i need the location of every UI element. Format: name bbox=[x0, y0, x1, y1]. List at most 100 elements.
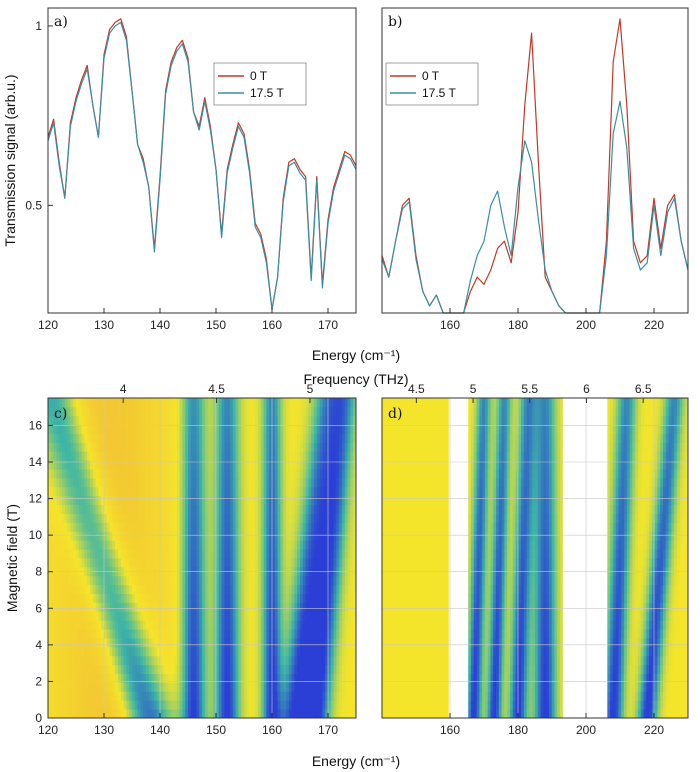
heatmap-cell bbox=[657, 700, 661, 710]
heatmap-cell bbox=[202, 602, 206, 612]
heatmap-cell bbox=[629, 709, 633, 719]
heatmap-cell bbox=[165, 460, 169, 470]
heatmap-cell bbox=[344, 584, 348, 594]
heatmap-cell bbox=[252, 638, 256, 648]
heatmap-cell bbox=[224, 638, 228, 648]
heatmap-cell bbox=[308, 638, 312, 648]
heatmap-cell bbox=[523, 646, 528, 657]
heatmap-cell bbox=[457, 700, 461, 710]
heatmap-cell bbox=[432, 691, 436, 701]
heatmap-cell bbox=[126, 638, 130, 648]
heatmap-cell bbox=[515, 655, 519, 666]
heatmap-cell bbox=[221, 513, 225, 523]
heatmap-cell bbox=[350, 513, 354, 523]
heatmap-cell bbox=[227, 629, 231, 639]
heatmap-cell bbox=[498, 709, 503, 719]
heatmap-cell bbox=[333, 460, 337, 470]
heatmap-cell bbox=[353, 522, 357, 532]
heatmap-cell bbox=[579, 664, 583, 674]
heatmap-cell bbox=[330, 620, 334, 630]
heatmap-cell bbox=[543, 664, 547, 674]
heatmap-cell bbox=[297, 682, 301, 692]
heatmap-cell bbox=[523, 655, 528, 666]
heatmap-cell bbox=[429, 673, 433, 683]
heatmap-cell bbox=[224, 469, 228, 479]
heatmap-cell bbox=[258, 593, 262, 603]
heatmap-cell bbox=[274, 513, 278, 523]
heatmap-cell bbox=[95, 504, 99, 514]
heatmap-cell bbox=[336, 691, 340, 701]
heatmap-cell bbox=[448, 682, 452, 692]
heatmap-cell bbox=[120, 531, 124, 541]
heatmap-cell bbox=[249, 638, 253, 648]
heatmap-cell bbox=[272, 451, 276, 461]
heatmap-cell bbox=[300, 540, 304, 550]
heatmap-cell bbox=[70, 504, 74, 514]
heatmap-cell bbox=[322, 504, 326, 514]
heatmap-cell bbox=[143, 629, 147, 639]
heatmap-cell bbox=[140, 504, 144, 514]
heatmap-cell bbox=[266, 486, 270, 497]
heatmap-cell bbox=[78, 540, 82, 550]
heatmap-cell bbox=[395, 673, 400, 683]
heatmap-cell bbox=[106, 655, 110, 666]
heatmap-cell bbox=[512, 646, 516, 657]
heatmap-cell bbox=[328, 629, 332, 639]
heatmap-cell bbox=[126, 709, 130, 719]
heatmap-cell bbox=[344, 486, 348, 497]
heatmap-cell bbox=[129, 513, 133, 523]
heatmap-cell bbox=[344, 522, 348, 532]
heatmap-cell bbox=[241, 469, 245, 479]
heatmap-cell bbox=[126, 406, 130, 417]
heatmap-cell bbox=[157, 451, 161, 461]
heatmap-cell bbox=[344, 691, 348, 701]
heatmap-cell bbox=[325, 549, 329, 559]
heatmap-cell bbox=[165, 655, 169, 666]
heatmap-cell bbox=[207, 673, 211, 683]
heatmap-cell bbox=[551, 700, 555, 710]
heatmap-cell bbox=[193, 673, 197, 683]
heatmap-cell bbox=[221, 620, 225, 630]
heatmap-cell bbox=[336, 709, 340, 719]
heatmap-cell bbox=[129, 486, 133, 497]
heatmap-cell bbox=[146, 469, 150, 479]
heatmap-cell bbox=[50, 442, 54, 452]
heatmap-cell bbox=[64, 398, 68, 408]
heatmap-cell bbox=[137, 691, 141, 701]
heatmap-cell bbox=[610, 709, 614, 719]
heatmap-cell bbox=[322, 558, 326, 568]
heatmap-cell bbox=[92, 593, 96, 603]
heatmap-cell bbox=[662, 691, 667, 701]
heatmap-cell bbox=[305, 398, 309, 408]
heatmap-cell bbox=[288, 478, 292, 488]
heatmap-cell bbox=[291, 433, 295, 443]
heatmap-cell bbox=[274, 682, 278, 692]
heatmap-cell bbox=[560, 700, 564, 710]
heatmap-cell bbox=[50, 691, 54, 701]
heatmap-cell bbox=[286, 415, 290, 426]
heatmap-cell bbox=[244, 638, 248, 648]
heatmap-cell bbox=[182, 664, 186, 674]
heatmap-cell bbox=[227, 620, 231, 630]
heatmap-cell bbox=[132, 655, 136, 666]
heatmap-cell bbox=[129, 584, 133, 594]
heatmap-cell bbox=[646, 691, 650, 701]
heatmap-cell bbox=[176, 646, 180, 657]
heatmap-cell bbox=[496, 691, 500, 701]
heatmap-cell bbox=[274, 460, 278, 470]
heatmap-cell bbox=[291, 575, 295, 586]
heatmap-cell bbox=[283, 611, 287, 621]
heatmap-cell bbox=[115, 495, 119, 506]
heatmap-cell bbox=[230, 664, 234, 674]
heatmap-cell bbox=[137, 540, 141, 550]
heatmap-cell bbox=[204, 620, 208, 630]
heatmap-cell bbox=[274, 486, 278, 497]
heatmap-cell bbox=[344, 664, 348, 674]
heatmap-cell bbox=[182, 504, 186, 514]
heatmap-cell bbox=[350, 655, 354, 666]
heatmap-cell bbox=[308, 620, 312, 630]
heatmap-cell bbox=[529, 664, 533, 674]
heatmap-cell bbox=[143, 406, 147, 417]
heatmap-cell bbox=[115, 451, 119, 461]
heatmap-cell bbox=[151, 406, 155, 417]
